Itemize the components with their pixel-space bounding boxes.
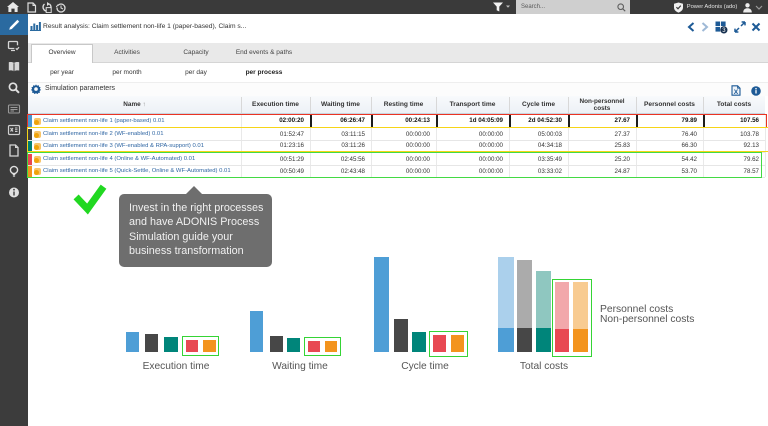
- svg-text:3: 3: [722, 28, 726, 34]
- svg-text:X: X: [734, 89, 739, 96]
